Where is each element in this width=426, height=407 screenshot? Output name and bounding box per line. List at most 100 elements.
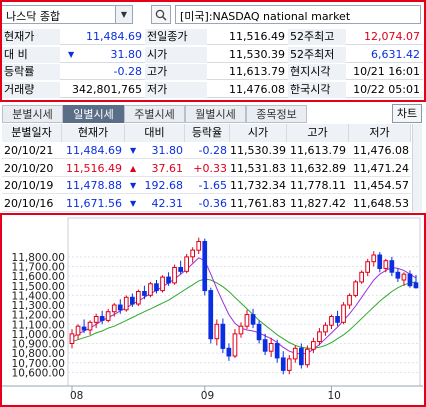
low-cell: 11,454.57 (353, 179, 409, 192)
chart-button[interactable]: 차트 (392, 104, 422, 123)
quote-value: 11,484.69 (86, 30, 142, 43)
table-row[interactable]: 20/10/21 11,484.69 ▼ 31.80 -0.28 11,530.39 11,… (2, 142, 411, 159)
y-tick-label: 10,600.00 (12, 367, 65, 379)
up-arrow-icon: ▲ (130, 163, 137, 173)
open-cell: 11,732.34 (230, 179, 286, 192)
candle-down (407, 273, 413, 287)
column-header[interactable]: 대비 (125, 124, 185, 142)
candle-down (202, 241, 208, 292)
ma-long-line (71, 278, 417, 349)
x-tick-label: 10 (328, 390, 341, 402)
quote-label: 시가 (145, 46, 207, 63)
candle-up (383, 260, 389, 269)
candle-up (244, 314, 250, 327)
search-button[interactable] (151, 5, 171, 24)
open-cell: 11,761.83 (230, 196, 286, 210)
quote-value: 11,530.39 (229, 47, 285, 61)
candle-up (353, 281, 358, 296)
y-tick-label: 11,000.00 (12, 329, 65, 341)
quote-value: 12,074.07 (364, 30, 420, 43)
change-cell: 42.31 (151, 196, 184, 210)
candle-up (347, 294, 352, 306)
candle-down (262, 339, 268, 352)
quote-row: 현재가 11,484.69 전일종가 11,516.49 52주최고 12,074.07 (2, 28, 423, 45)
tab-1[interactable]: 분별시세 (2, 105, 63, 123)
high-cell: 11,827.42 (290, 196, 346, 210)
down-arrow-icon: ▼ (130, 146, 137, 155)
column-header[interactable]: 고가 (287, 124, 349, 142)
column-header[interactable]: 등락율 (185, 124, 230, 142)
quote-label: 등락률 (2, 64, 60, 80)
column-header[interactable]: 시가 (230, 124, 287, 142)
x-tick-label: 09 (201, 390, 214, 402)
quote-value: 11,516.49 (229, 30, 285, 43)
table-row[interactable]: 20/10/16 11,671.56 ▼ 42.31 -0.36 11,761.83 11,… (2, 195, 411, 212)
tab-4[interactable]: 월별시세 (185, 105, 246, 123)
pct-cell: -0.28 (198, 144, 227, 157)
tab-5[interactable]: 종목정보 (246, 105, 307, 123)
change-cell: 37.61 (151, 161, 184, 175)
y-tick-label: 11,300.00 (12, 300, 65, 312)
candle-down (178, 267, 184, 272)
down-arrow-icon: ▼ (68, 49, 75, 59)
column-header[interactable]: 분별일자 (2, 124, 62, 142)
quote-value: 31.80 (110, 47, 143, 61)
low-cell: 11,471.24 (353, 161, 409, 175)
candle-down (280, 357, 286, 371)
candle-up (286, 358, 292, 371)
candle-up (341, 304, 346, 323)
down-arrow-icon: ▼ (130, 181, 137, 190)
quote-panel: 현재가 11,484.69 전일종가 11,516.49 52주최고 12,074.07 대… (2, 28, 423, 99)
candle-up (329, 316, 334, 326)
quote-value: 11,476.08 (229, 82, 285, 96)
candle-down (299, 347, 304, 366)
y-tick-label: 10,800.00 (12, 348, 65, 360)
pct-cell: -0.36 (198, 196, 227, 210)
quote-row: 등락률 -0.28 고가 11,613.79 현지시각 10/21 16:01 (2, 63, 423, 80)
high-cell: 11,613.79 (290, 144, 346, 157)
high-cell: 11,778.11 (290, 179, 346, 192)
y-tick-label: 11,400.00 (12, 290, 65, 302)
table-row[interactable]: 20/10/19 11,478.88 ▼ 192.68 -1.65 11,732.34 11… (2, 177, 411, 194)
candle-down (377, 254, 383, 269)
candle-up (93, 316, 99, 323)
candle-down (130, 296, 135, 305)
tab-3[interactable]: 주별시세 (124, 105, 185, 123)
y-tick-label: 11,100.00 (12, 319, 65, 331)
candle-down (395, 271, 401, 279)
tab-2[interactable]: 일별시세 (63, 105, 124, 123)
candle-up (75, 325, 81, 336)
change-cell: 192.68 (144, 179, 184, 192)
market-field: [미국]:NASDAQ national market (175, 5, 421, 24)
candle-up (305, 348, 310, 366)
x-tick-label: 08 (70, 390, 83, 402)
quote-label: 거래량 (2, 81, 60, 98)
open-cell: 11,531.83 (230, 161, 286, 175)
table-scrollbar[interactable] (412, 124, 422, 212)
column-header[interactable]: 현재가 (62, 124, 125, 142)
pct-cell: -1.65 (198, 179, 227, 192)
candle-up (317, 331, 322, 343)
pct-cell: +0.33 (193, 161, 227, 175)
chevron-down-icon[interactable]: ▼ (115, 6, 132, 23)
candle-down (99, 316, 105, 321)
y-tick-label: 10,700.00 (12, 358, 65, 370)
table-row[interactable]: 20/10/20 11,516.49 ▲ 37.61 +0.33 11,531.83 11,… (2, 160, 411, 177)
quote-label: 52주최고 (288, 29, 346, 45)
date-cell: 20/10/20 (4, 161, 54, 175)
date-cell: 20/10/16 (4, 196, 54, 210)
quote-label: 52주최저 (288, 46, 346, 63)
candle-down (389, 260, 395, 273)
column-header[interactable]: 저가 (349, 124, 411, 142)
change-cell: 31.80 (151, 144, 184, 157)
candle-up (160, 276, 165, 292)
quote-value: 342,801,765 (72, 82, 142, 96)
date-cell: 20/10/19 (4, 179, 54, 192)
candle-up (359, 271, 364, 283)
candle-up (123, 296, 129, 311)
y-tick-label: 11,700.00 (12, 262, 65, 274)
candle-down (154, 283, 159, 292)
candle-down (250, 314, 256, 325)
index-select[interactable]: 나스닥 종합 ▼ (1, 5, 133, 24)
down-arrow-icon: ▼ (130, 198, 137, 208)
